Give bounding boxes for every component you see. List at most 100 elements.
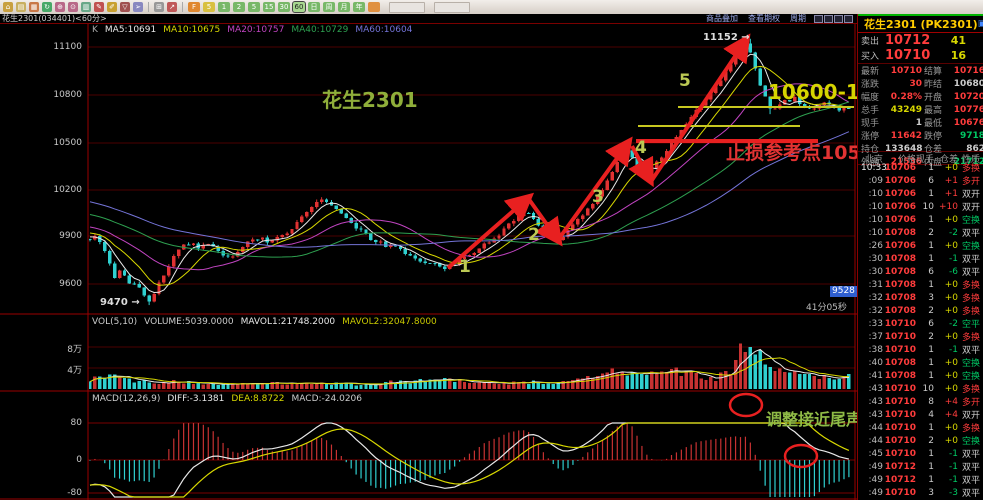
quote-stats: 最新 10710 结算 10716 涨跌 30 昨结 10680 幅度 0.28% 开盘 10720 总… [858,63,983,168]
axis-tick-4万: 4万 [67,366,82,376]
tick-cell: :38 [868,344,883,355]
tick-cell: 10706 [884,162,916,173]
grid-icon[interactable]: ⊞ [154,2,164,12]
tick-row[interactable]: :37 10710 2 +0 多换 [861,330,980,344]
zoom-in-icon[interactable]: ⊕ [55,2,65,12]
tick-row[interactable]: :49 10712 1 -1 双平 [861,473,980,487]
tick-row[interactable]: :43 10710 10 +0 多换 [861,382,980,396]
tick-row[interactable]: :40 10708 1 +0 空换 [861,356,980,370]
tick-row[interactable]: :49 10710 3 -3 双平 [861,486,980,500]
period-button-周[interactable]: 周 [323,2,335,12]
tick-row[interactable]: :45 10710 1 -1 双平 [861,447,980,461]
tick-cell: :10 [868,214,883,225]
tick-cell: 多换 [961,164,980,174]
pencil-icon[interactable]: ✎ [94,2,104,12]
tick-row[interactable]: :41 10708 1 +0 空换 [861,369,980,383]
period-button-15[interactable]: 15 [263,2,275,12]
window-controls[interactable] [814,14,853,23]
tick-row[interactable]: 10:33 10706 1 +0 多换 [861,161,980,175]
stat-value: 21712 [953,156,983,167]
bid-label: 买入 [861,52,880,62]
ask-row[interactable]: 卖出 10712 41 [858,33,983,48]
tick-row[interactable]: :30 10708 1 -1 双平 [861,252,980,266]
period-button-F[interactable]: F [188,2,200,12]
tick-cell: 双开 [961,190,980,200]
menu-link-0[interactable]: 商品叠加 [706,14,738,23]
tick-row[interactable]: :43 10710 8 +4 多开 [861,395,980,409]
tick-row[interactable]: :10 10706 1 +1 双开 [861,187,980,201]
tick-row[interactable]: :32 10708 2 +0 多换 [861,304,980,318]
tick-cell: 空换 [961,359,980,369]
tick-row[interactable]: :33 10710 6 -2 空平 [861,317,980,331]
tick-row[interactable]: :09 10706 6 +1 多开 [861,174,980,188]
indicator-value: MA60:10604 [355,25,413,35]
tick-row[interactable]: :31 10708 1 +0 多换 [861,278,980,292]
menu-link-2[interactable]: 周期 [790,14,806,23]
period-button-30[interactable]: 30 [278,2,290,12]
tick-row[interactable]: :43 10710 4 +4 双开 [861,408,980,422]
tick-cell: :49 [868,487,883,498]
refresh-icon[interactable]: ↻ [42,2,52,12]
tick-row[interactable]: :44 10710 2 +0 空换 [861,434,980,448]
tick-cell: 多开 [961,177,980,187]
period-button-5[interactable]: 5 [248,2,260,12]
period-button-月[interactable]: 月 [338,2,350,12]
tick-cell: -3 [949,487,958,498]
tick-row[interactable]: :10 10706 10 +10 双开 [861,200,980,214]
tick-cell: :44 [868,422,883,433]
wave-label-2: 2 [528,225,540,245]
tick-cell: 10708 [884,279,916,290]
period-button-日[interactable]: 日 [308,2,320,12]
brush-icon[interactable]: ✐ [107,2,117,12]
chart-icon[interactable]: ▥ [81,2,91,12]
axis-tick-8万: 8万 [67,345,82,355]
tick-row[interactable]: :10 10708 2 -2 双平 [861,226,980,240]
tick-cell: +0 [944,162,958,173]
bid-row[interactable]: 买入 10710 16 [858,48,983,63]
price-chart-canvas[interactable] [0,14,857,500]
tick-cell: 10712 [884,474,916,485]
tick-row[interactable]: :26 10706 1 +0 空换 [861,239,980,253]
tick-cell: 6 [928,266,934,277]
dart-icon[interactable]: ➢ [133,2,143,12]
document-icon[interactable]: ▤ [16,2,26,12]
period-button-60[interactable]: 60 [292,1,306,13]
filter-icon[interactable]: ▽ [120,2,130,12]
tick-row[interactable]: :32 10708 3 +0 多换 [861,291,980,305]
menu-link-1[interactable]: 查看期权 [748,14,780,23]
tick-cell: 1 [928,214,934,225]
tick-row[interactable]: :10 10706 1 +0 空换 [861,213,980,227]
axis-tick-9900: 9900 [59,231,82,241]
tick-cell: 10710 [884,396,916,407]
tick-cell: 10708 [884,292,916,303]
period-button-5[interactable]: 5 [203,2,215,12]
tick-cell: 1 [928,240,934,251]
tick-row[interactable]: :49 10712 1 -1 双平 [861,460,980,474]
cards-icon[interactable]: ▦ [29,2,39,12]
tick-cell: 10710 [884,409,916,420]
stat-label: 最新 [861,67,880,77]
tick-cell: 1 [928,474,934,485]
period-button-1[interactable]: 1 [218,2,230,12]
tick-cell: 空平 [961,320,980,330]
home-icon[interactable]: ⌂ [3,2,13,12]
tick-cell: +0 [944,370,958,381]
tick-cell: +1 [944,175,958,186]
quote-panel-header[interactable]: 花生2301 (PK2301) ▣ [858,16,983,33]
period-button-misc[interactable] [368,2,380,12]
tick-row[interactable]: :44 10710 1 +0 多换 [861,421,980,435]
indicator-value: MAVOL1:21748.2000 [240,317,336,327]
tick-cell: +10 [939,201,958,212]
search-icon[interactable]: ⊙ [68,2,78,12]
tick-row[interactable]: :30 10708 6 -6 双平 [861,265,980,279]
tick-cell: :45 [868,448,883,459]
period-button-2[interactable]: 2 [233,2,245,12]
tick-row[interactable]: :38 10710 1 -1 双平 [861,343,980,357]
period-button-年[interactable]: 年 [353,2,365,12]
trend-icon[interactable]: ↗ [167,2,177,12]
panel-pin-icon[interactable]: ▣ [977,19,983,29]
toolbar-flat-button[interactable] [389,1,425,13]
toolbar-flat-button[interactable] [434,1,470,13]
tick-cell: 10710 [884,331,916,342]
chart-area: 花生2301(034401)<60分> 商品叠加 查看期权 周期 K MA5:1069… [0,14,915,500]
